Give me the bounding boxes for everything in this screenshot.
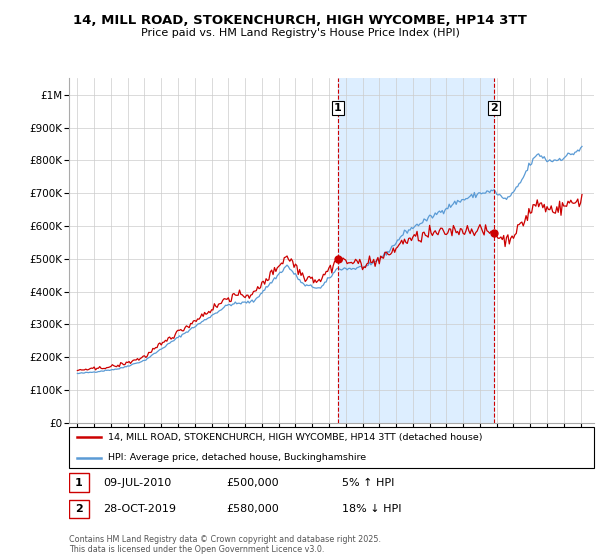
- Text: 2: 2: [490, 103, 498, 113]
- Text: HPI: Average price, detached house, Buckinghamshire: HPI: Average price, detached house, Buck…: [109, 453, 367, 462]
- FancyBboxPatch shape: [69, 427, 594, 468]
- Text: 5% ↑ HPI: 5% ↑ HPI: [342, 478, 394, 488]
- Text: £580,000: £580,000: [227, 504, 279, 514]
- Text: 09-JUL-2010: 09-JUL-2010: [103, 478, 172, 488]
- Text: 18% ↓ HPI: 18% ↓ HPI: [342, 504, 401, 514]
- Text: 14, MILL ROAD, STOKENCHURCH, HIGH WYCOMBE, HP14 3TT: 14, MILL ROAD, STOKENCHURCH, HIGH WYCOMB…: [73, 14, 527, 27]
- Text: Contains HM Land Registry data © Crown copyright and database right 2025.
This d: Contains HM Land Registry data © Crown c…: [69, 535, 381, 554]
- Text: 1: 1: [334, 103, 341, 113]
- Text: £500,000: £500,000: [227, 478, 279, 488]
- Text: Price paid vs. HM Land Registry's House Price Index (HPI): Price paid vs. HM Land Registry's House …: [140, 28, 460, 38]
- Text: 1: 1: [75, 478, 83, 488]
- FancyBboxPatch shape: [69, 473, 89, 492]
- Text: 2: 2: [75, 504, 83, 514]
- Bar: [338, 78, 494, 423]
- Text: 28-OCT-2019: 28-OCT-2019: [103, 504, 176, 514]
- FancyBboxPatch shape: [69, 500, 89, 518]
- Text: 14, MILL ROAD, STOKENCHURCH, HIGH WYCOMBE, HP14 3TT (detached house): 14, MILL ROAD, STOKENCHURCH, HIGH WYCOMB…: [109, 433, 483, 442]
